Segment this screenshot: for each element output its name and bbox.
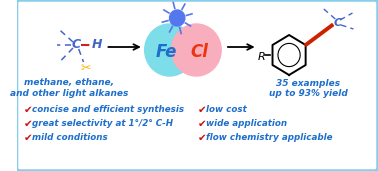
- Text: ✔: ✔: [24, 133, 33, 143]
- Text: H: H: [91, 38, 102, 51]
- Circle shape: [145, 24, 194, 76]
- Text: low cost: low cost: [206, 106, 246, 115]
- Text: wide application: wide application: [206, 120, 287, 128]
- Text: Cl: Cl: [190, 43, 208, 61]
- Text: ✔: ✔: [198, 133, 207, 143]
- Text: ✔: ✔: [198, 105, 207, 115]
- Text: ✔: ✔: [198, 119, 207, 129]
- Text: up to 93% yield: up to 93% yield: [269, 89, 348, 97]
- Text: ✔: ✔: [24, 119, 33, 129]
- Text: flow chemistry applicable: flow chemistry applicable: [206, 134, 332, 142]
- Text: great selectivity at 1°/2° C-H: great selectivity at 1°/2° C-H: [32, 120, 173, 128]
- Text: mild conditions: mild conditions: [32, 134, 108, 142]
- Text: R: R: [257, 52, 265, 62]
- Text: and other light alkanes: and other light alkanes: [10, 89, 129, 97]
- Text: ✔: ✔: [24, 105, 33, 115]
- Text: Fe: Fe: [156, 43, 177, 61]
- Circle shape: [170, 10, 185, 26]
- Text: C: C: [333, 18, 341, 28]
- Text: concise and efficient synthesis: concise and efficient synthesis: [32, 106, 184, 115]
- FancyBboxPatch shape: [17, 0, 378, 171]
- Text: methane, ethane,: methane, ethane,: [24, 78, 114, 88]
- Text: ✂: ✂: [80, 62, 91, 76]
- Text: 35 examples: 35 examples: [276, 78, 340, 88]
- Text: C: C: [71, 38, 81, 51]
- Circle shape: [172, 24, 221, 76]
